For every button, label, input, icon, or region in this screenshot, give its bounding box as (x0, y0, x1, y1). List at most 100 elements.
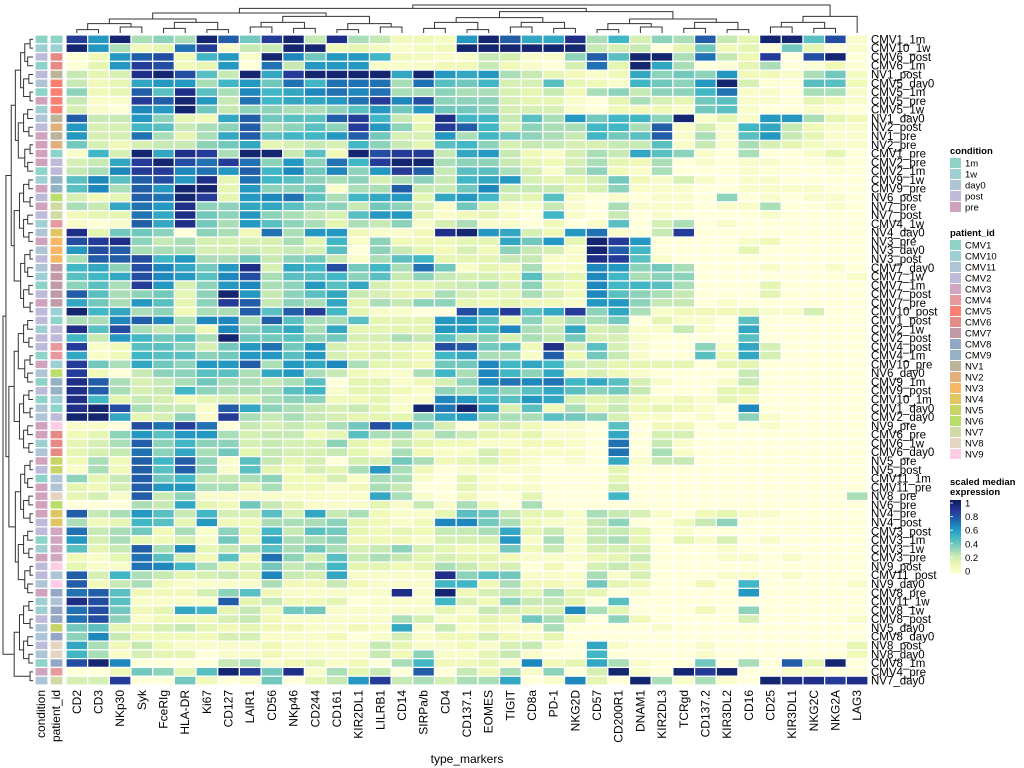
heatmap-cell (780, 253, 804, 264)
heatmap-cell (715, 289, 739, 300)
heatmap-cell (455, 578, 479, 589)
heatmap-cell (87, 570, 110, 581)
heatmap-cell (260, 139, 284, 150)
heatmap-cell (802, 236, 826, 247)
heatmap-cell (693, 218, 717, 229)
heatmap-cell (325, 526, 349, 537)
heatmap-cell (628, 403, 652, 414)
row-label: NV6_day0 (871, 368, 925, 380)
heatmap-cell (715, 535, 739, 546)
heatmap-cell (585, 499, 609, 510)
heatmap-cell (433, 51, 457, 62)
heatmap-cell (780, 201, 804, 212)
heatmap-cell (303, 69, 327, 80)
heatmap-cell (325, 508, 349, 519)
heatmap-cell (260, 201, 284, 212)
heatmap-cell (412, 640, 436, 651)
heatmap-cell (672, 614, 696, 625)
heatmap-cell (802, 420, 826, 431)
patient-id-annotation-cell (49, 104, 64, 115)
heatmap-cell (130, 438, 154, 449)
heatmap-cell (737, 34, 761, 45)
heatmap-cell (845, 271, 869, 282)
heatmap-cell (260, 552, 284, 563)
heatmap-cell (152, 341, 175, 352)
heatmap-cell (282, 87, 306, 98)
heatmap-cell (672, 412, 696, 423)
patient-id-annotation-cell (49, 631, 64, 642)
heatmap-cell (87, 605, 110, 616)
heatmap-cell (542, 412, 566, 423)
heatmap-cell (368, 104, 392, 115)
heatmap-cell (217, 587, 241, 598)
heatmap-cell (108, 403, 132, 414)
heatmap-cell (607, 51, 631, 62)
heatmap-cell (260, 464, 284, 475)
heatmap-cell (498, 640, 522, 651)
heatmap-cell (347, 491, 371, 502)
heatmap-cell (368, 508, 392, 519)
heatmap-cell (759, 148, 782, 159)
heatmap-cell (347, 253, 371, 264)
heatmap-cell (390, 491, 414, 502)
heatmap-cell (108, 148, 132, 159)
heatmap-cell (520, 157, 544, 168)
heatmap-cell (737, 535, 761, 546)
heatmap-cell (368, 394, 392, 405)
heatmap-cell (824, 333, 847, 344)
dendrogram-branch (553, 27, 576, 33)
heatmap-cell (715, 552, 739, 563)
heatmap-cell (433, 499, 457, 510)
heatmap-cell (693, 131, 717, 142)
heatmap-cell (390, 376, 414, 387)
heatmap-cell (628, 236, 652, 247)
heatmap-cell (628, 113, 652, 124)
heatmap-cell (238, 658, 262, 669)
heatmap-cell (87, 104, 110, 115)
heatmap-cell (217, 526, 241, 537)
heatmap-cell (282, 429, 306, 440)
heatmap-cell (325, 578, 349, 589)
heatmap-cell (130, 350, 154, 361)
heatmap-cell (412, 227, 436, 238)
heatmap-cell (282, 34, 306, 45)
heatmap-cell (672, 183, 696, 194)
heatmap-cell (780, 210, 804, 221)
heatmap-cell (498, 104, 522, 115)
heatmap-cell (477, 535, 501, 546)
heatmap-cell (737, 341, 761, 352)
heatmap-cell (563, 640, 587, 651)
heatmap-cell (824, 473, 847, 484)
heatmap-cell (845, 104, 869, 115)
heatmap-cell (845, 649, 869, 660)
heatmap-cell (693, 658, 717, 669)
heatmap-cell (824, 139, 847, 150)
heatmap-cell (650, 174, 674, 185)
heatmap-cell (108, 561, 132, 572)
heatmap-cell (238, 359, 262, 370)
column-label: KIR2DL3 (655, 690, 669, 739)
heatmap-cell (477, 113, 501, 124)
heatmap-cell (282, 614, 306, 625)
heatmap-cell (390, 69, 414, 80)
heatmap-cell (824, 78, 847, 89)
patient-id-annotation-cell (49, 253, 64, 264)
heatmap-cell (845, 113, 869, 124)
patient-id-legend-label: NV9 (965, 450, 983, 461)
heatmap-cell (152, 104, 175, 115)
heatmap-cell (845, 78, 869, 89)
heatmap-cell (845, 122, 869, 133)
heatmap-cell (152, 640, 175, 651)
heatmap-cell (325, 447, 349, 458)
heatmap-cell (607, 218, 631, 229)
row-label: CMV11_pre (871, 482, 932, 494)
dendrogram-branch (29, 618, 33, 629)
column-label: NKG2D (568, 690, 582, 732)
condition-legend-label: day0 (965, 181, 986, 192)
heatmap-cell (607, 535, 631, 546)
heatmap-cell (65, 87, 89, 98)
heatmap-cell (520, 614, 544, 625)
heatmap-cell (715, 324, 739, 335)
heatmap-cell (368, 306, 392, 317)
heatmap-cell (520, 218, 544, 229)
